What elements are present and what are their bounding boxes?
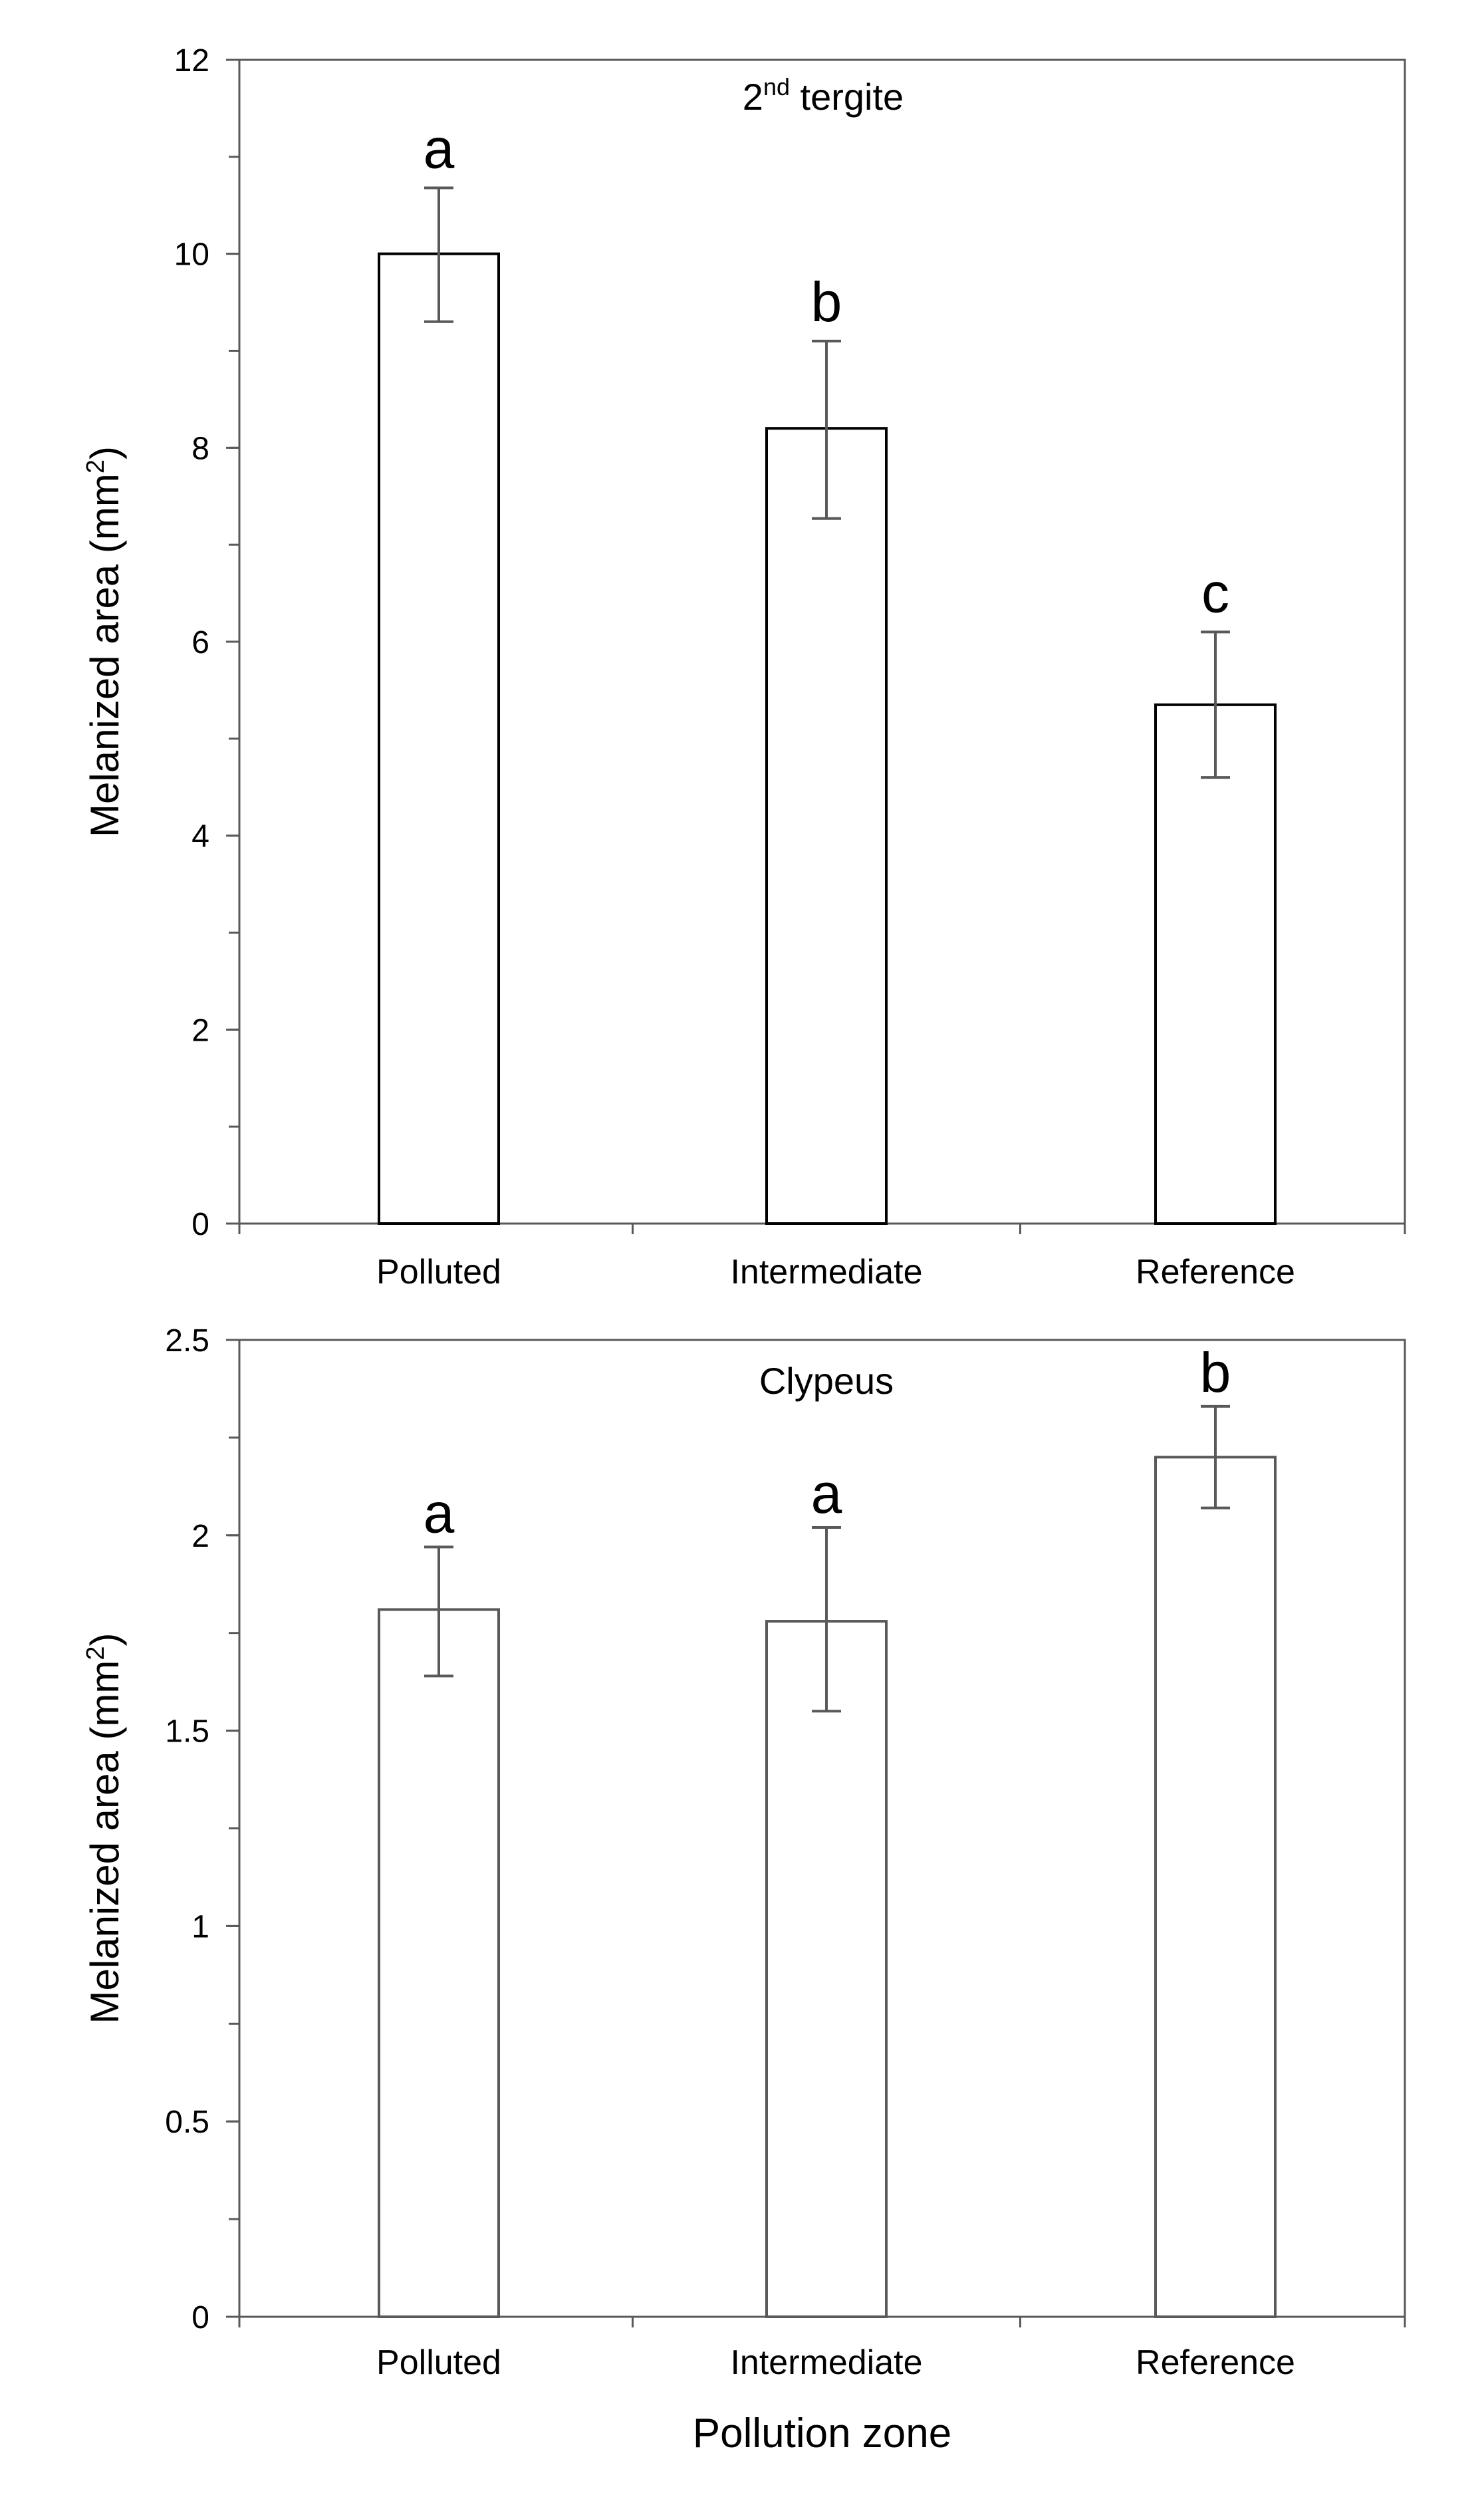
y-tick-label: 10 [174,237,209,273]
y-axis-label: Melanized area (mm2) [82,1633,127,2024]
y-axis-label-main: Melanized area (mm [82,1660,127,2024]
x-category-label: Intermediate [730,2343,922,2382]
significance-letter: a [424,1482,455,1544]
y-tick-label: 6 [191,625,209,660]
y-tick-label: 12 [174,43,209,78]
x-category-label: Intermediate [730,1253,922,1291]
x-axis-label: Pollution zone [693,2411,952,2456]
y-tick-label: 1.5 [165,1714,209,1750]
y-tick-label: 8 [191,431,209,466]
significance-letter: a [811,1462,842,1525]
title-superscript: nd [763,73,790,100]
bar-intermediate [765,427,888,1226]
bar-reference [1154,703,1277,1225]
title-rest: tergite [790,76,904,118]
x-category-label: Polluted [376,2343,501,2382]
significance-letter: b [811,271,842,333]
y-axis-label-superscript: 2 [82,1646,110,1660]
y-tick-label: 1 [191,1909,209,1944]
panel-title: Clypeus [759,1360,894,1402]
bar-polluted [378,252,500,1226]
clypeus-chart-panel: 0 0.5 1 1.5 2 2.5 a Polluted a Intermediate b Refer… [82,1323,1406,2456]
y-tick-label: 4 [191,819,209,854]
y-tick-label: 0 [191,2300,209,2335]
y-tick-label: 2 [191,1013,209,1048]
y-axis-label-end: ) [82,1633,127,1646]
y-axis-label: Melanized area (mm2) [82,446,127,837]
y-tick-label: 0 [191,1207,209,1242]
bar-intermediate [765,1620,888,2318]
significance-letter: b [1200,1341,1231,1404]
significance-letter: a [424,118,455,180]
x-category-label: Reference [1136,2343,1295,2382]
title-main: 2 [743,76,763,118]
title-text: Clypeus [759,1360,894,1402]
x-category-label: Reference [1136,1253,1295,1291]
panel-title: 2nd tergite [743,73,904,118]
y-tick-label: 0.5 [165,2105,209,2140]
y-tick-label: 2 [191,1519,209,1554]
y-axis-label-main: Melanized area (mm [82,473,127,837]
tergite-chart-panel: 0 2 4 6 8 10 12 a Polluted b Intermediate c Referenc… [82,43,1406,1291]
y-axis-label-superscript: 2 [82,460,110,473]
bar-polluted [378,1608,500,2319]
y-tick-label: 2.5 [165,1323,209,1359]
x-category-label: Polluted [376,1253,501,1291]
y-axis-label-end: ) [82,446,127,460]
significance-letter: c [1201,561,1229,624]
bar-reference [1154,1456,1277,2318]
